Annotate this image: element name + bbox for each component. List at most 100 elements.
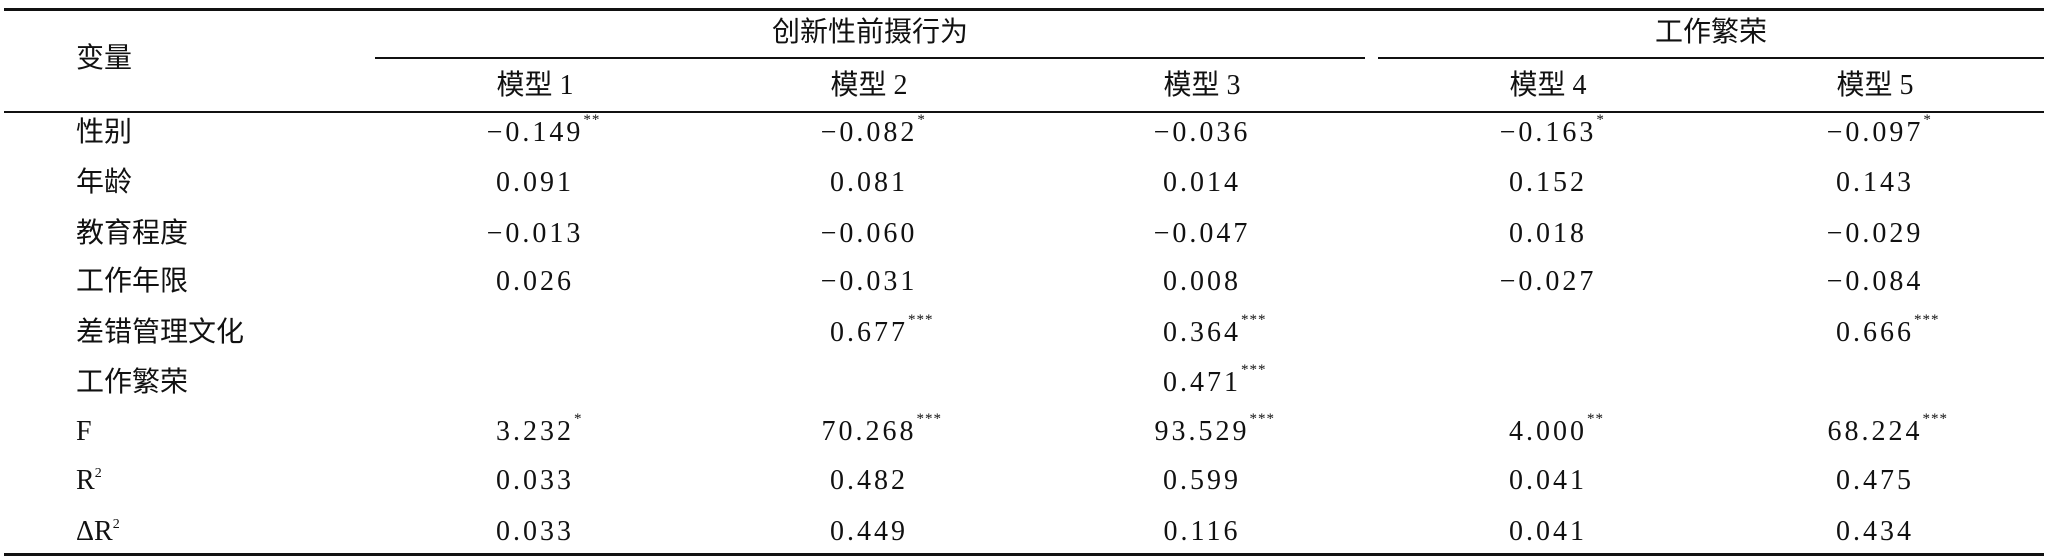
cell: 0.152 <box>1509 169 1587 197</box>
cell: 0.471 *** <box>1163 363 1266 398</box>
cell: 0.449 <box>830 518 908 546</box>
cell-value: 0.116 <box>1163 516 1241 547</box>
cell-value: 0.018 <box>1509 218 1587 249</box>
model-header: 模型 2 <box>830 70 908 101</box>
cell: 3.232 * <box>496 412 582 447</box>
row-label-text: 工作繁荣 <box>76 367 189 398</box>
cell: −0.036 <box>1154 119 1251 147</box>
significance: * <box>574 411 583 427</box>
row-label: 性别 <box>76 119 132 147</box>
row-label-text: 差错管理文化 <box>76 317 245 348</box>
cell: 0.116 <box>1164 518 1241 546</box>
cell-value: 0.677 <box>830 317 908 348</box>
cell: −0.027 <box>1500 268 1597 296</box>
cell-value: 0.364 <box>1163 317 1241 348</box>
model-header: 模型 1 <box>496 70 574 101</box>
top-rule <box>4 8 2044 11</box>
cell: 0.434 <box>1836 518 1914 546</box>
cell: 0.033 <box>496 467 574 495</box>
row-label-text: F <box>76 416 92 447</box>
cell: 0.041 <box>1509 518 1587 546</box>
cell: −0.149 ** <box>486 113 600 148</box>
cell-value: 0.081 <box>830 167 908 198</box>
cell: 0.143 <box>1836 169 1914 197</box>
cell-value: 93.529 <box>1154 416 1250 447</box>
cell: 0.008 <box>1163 268 1241 296</box>
cell-value: 0.091 <box>496 167 574 198</box>
row-label-sup: 2 <box>94 466 102 481</box>
header-rule <box>4 111 2044 113</box>
cell-value: 0.008 <box>1163 266 1241 297</box>
cell-value: 70.268 <box>821 416 917 447</box>
cell: −0.082 * <box>821 113 925 147</box>
row-label: F <box>76 418 92 446</box>
cell: 68.224 *** <box>1828 412 1948 446</box>
row-label: ΔR2 <box>76 518 120 546</box>
variable-header: 变量 <box>76 43 133 74</box>
cell: −0.013 <box>487 220 584 248</box>
row-label: 教育程度 <box>76 220 188 248</box>
cell-value: −0.060 <box>820 218 918 249</box>
row-label-text: 年龄 <box>76 167 133 198</box>
cell: 0.599 <box>1163 467 1241 495</box>
cell-value: 0.475 <box>1836 465 1914 496</box>
cell-value: −0.029 <box>1826 218 1924 249</box>
row-label-text: R <box>76 465 95 496</box>
row-label-text: 工作年限 <box>76 266 189 297</box>
cell: 70.268 *** <box>821 412 942 447</box>
cell: 4.000 ** <box>1509 412 1603 447</box>
cell: −0.097 * <box>1826 113 1931 148</box>
model-header: 模型 5 <box>1836 70 1914 101</box>
cell-value: 0.026 <box>496 266 574 297</box>
significance: *** <box>1241 312 1267 328</box>
cell-value: −0.027 <box>1499 266 1597 297</box>
row-label-text: ΔR <box>76 516 113 547</box>
cell: 0.666 *** <box>1836 313 1939 347</box>
significance: * <box>917 112 926 128</box>
cell: 0.041 <box>1509 467 1587 495</box>
significance: ** <box>583 112 601 128</box>
cell: 0.482 <box>830 467 908 495</box>
row-label: 工作繁荣 <box>76 369 188 397</box>
cell: 0.026 <box>496 268 574 296</box>
row-label-text: 性别 <box>76 117 133 148</box>
cell-value: −0.097 <box>1826 117 1924 148</box>
group-header: 工作繁荣 <box>1654 17 1768 48</box>
cell-value: −0.013 <box>486 218 584 249</box>
significance: *** <box>1914 312 1940 328</box>
cell-value: −0.047 <box>1153 218 1251 249</box>
significance: *** <box>1249 411 1275 427</box>
cell-value: 0.033 <box>496 465 574 496</box>
significance: * <box>1923 112 1932 128</box>
row-label: 工作年限 <box>76 268 188 296</box>
cell: 0.364 *** <box>1163 313 1266 348</box>
bottom-rule <box>4 553 2044 556</box>
cell-value: −0.084 <box>1826 266 1924 297</box>
cell: −0.163 * <box>1500 113 1604 147</box>
group-rule <box>1378 57 2044 59</box>
row-label-sup: 2 <box>112 517 120 532</box>
cell: 0.014 <box>1163 169 1241 197</box>
cell-value: −0.031 <box>820 266 918 297</box>
cell-value: 0.041 <box>1509 516 1587 547</box>
cell-value: 4.000 <box>1509 416 1587 447</box>
cell: 0.081 <box>830 169 908 197</box>
cell: −0.031 <box>821 268 918 296</box>
cell-value: 0.599 <box>1163 465 1241 496</box>
row-label: 差错管理文化 <box>76 319 244 347</box>
cell-value: 3.232 <box>496 416 574 447</box>
cell-value: 0.449 <box>830 516 908 547</box>
cell-value: 0.152 <box>1509 167 1587 198</box>
cell: 0.018 <box>1509 220 1587 248</box>
significance: ** <box>1587 411 1604 427</box>
cell-value: 0.434 <box>1836 516 1914 547</box>
significance: * <box>1596 112 1605 128</box>
cell-value: 0.471 <box>1163 367 1241 398</box>
significance: *** <box>908 312 934 328</box>
cell-value: 0.143 <box>1836 167 1914 198</box>
significance: *** <box>916 411 942 427</box>
cell-value: 0.014 <box>1163 167 1241 198</box>
cell-value: −0.149 <box>486 117 584 148</box>
cell: −0.084 <box>1827 268 1924 296</box>
